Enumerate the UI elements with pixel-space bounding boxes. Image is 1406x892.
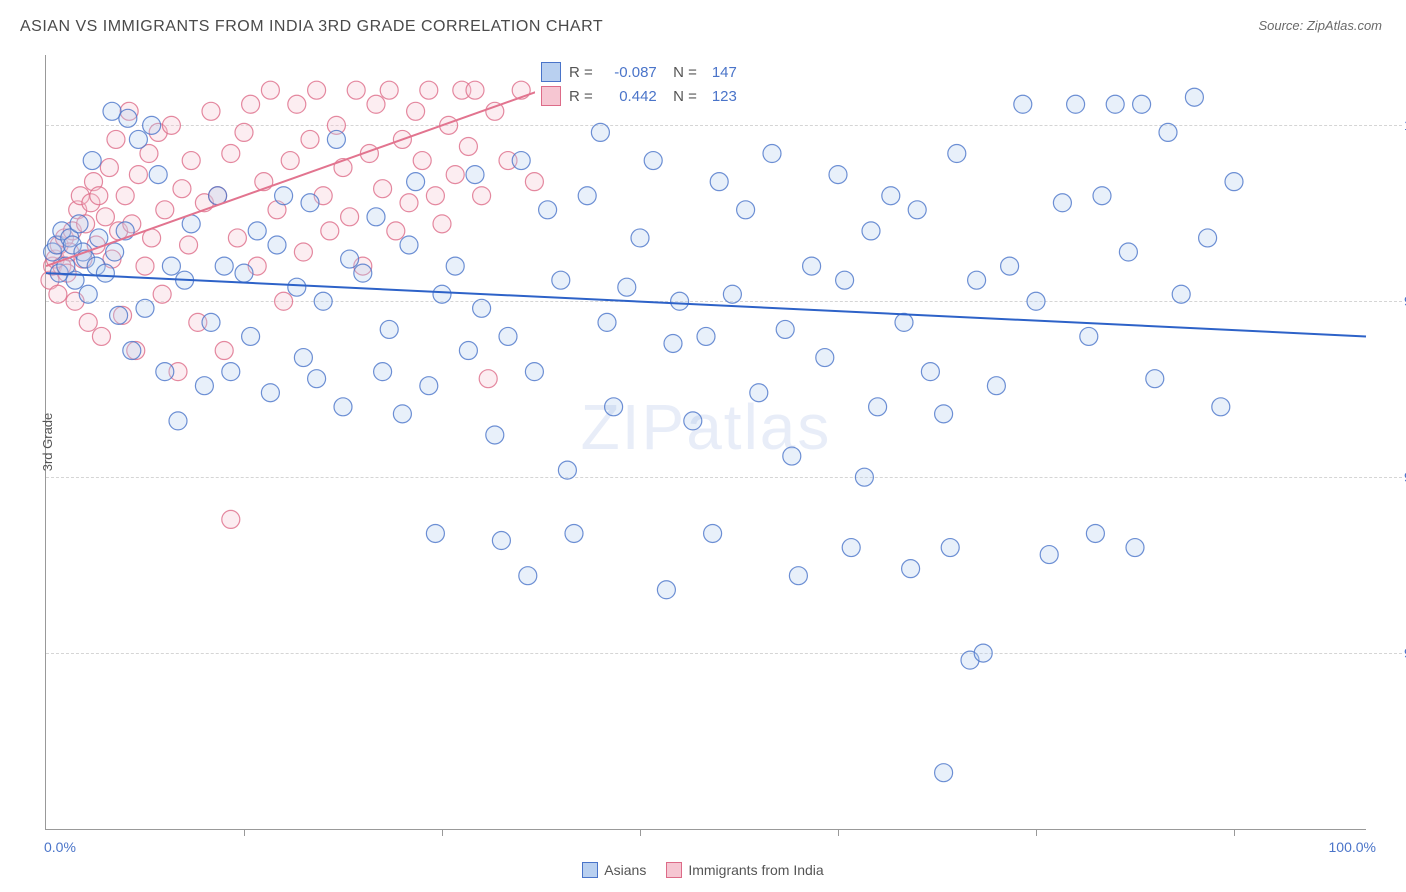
source-label: Source: ZipAtlas.com [1258,18,1382,33]
stats-n-value-1: 147 [705,64,737,81]
stats-r-value-2: 0.442 [601,88,657,105]
y-tick-label: 92.5% [1402,645,1406,661]
stats-r-value-1: -0.087 [601,64,657,81]
chart-title: ASIAN VS IMMIGRANTS FROM INDIA 3RD GRADE… [20,18,603,36]
x-axis-min-label: 0.0% [44,839,76,855]
legend-label-india: Immigrants from India [688,862,823,878]
stats-swatch-1 [541,62,561,82]
legend-label-asians: Asians [604,862,646,878]
stats-n-label: N = [665,64,697,81]
stats-legend-box: R = -0.087 N = 147 R = 0.442 N = 123 [535,60,743,108]
y-tick-label: 97.5% [1402,293,1406,309]
bottom-legend: Asians Immigrants from India [0,862,1406,878]
legend-swatch-asians [582,862,598,878]
y-tick-label: 95.0% [1402,469,1406,485]
x-axis-max-label: 100.0% [1329,839,1376,855]
stats-row-1: R = -0.087 N = 147 [535,60,743,84]
plot-area: 3rd Grade 92.5%95.0%97.5%100.0% 0.0% 100… [45,55,1366,830]
stats-n-label: N = [665,88,697,105]
stats-row-2: R = 0.442 N = 123 [535,84,743,108]
legend-swatch-india [666,862,682,878]
stats-r-label: R = [569,64,593,81]
legend-item-asians: Asians [582,862,646,878]
y-tick-label: 100.0% [1402,117,1406,133]
stats-n-value-2: 123 [705,88,737,105]
scatter-plot-svg [46,55,1366,829]
stats-r-label: R = [569,88,593,105]
stats-swatch-2 [541,86,561,106]
legend-item-india: Immigrants from India [666,862,823,878]
